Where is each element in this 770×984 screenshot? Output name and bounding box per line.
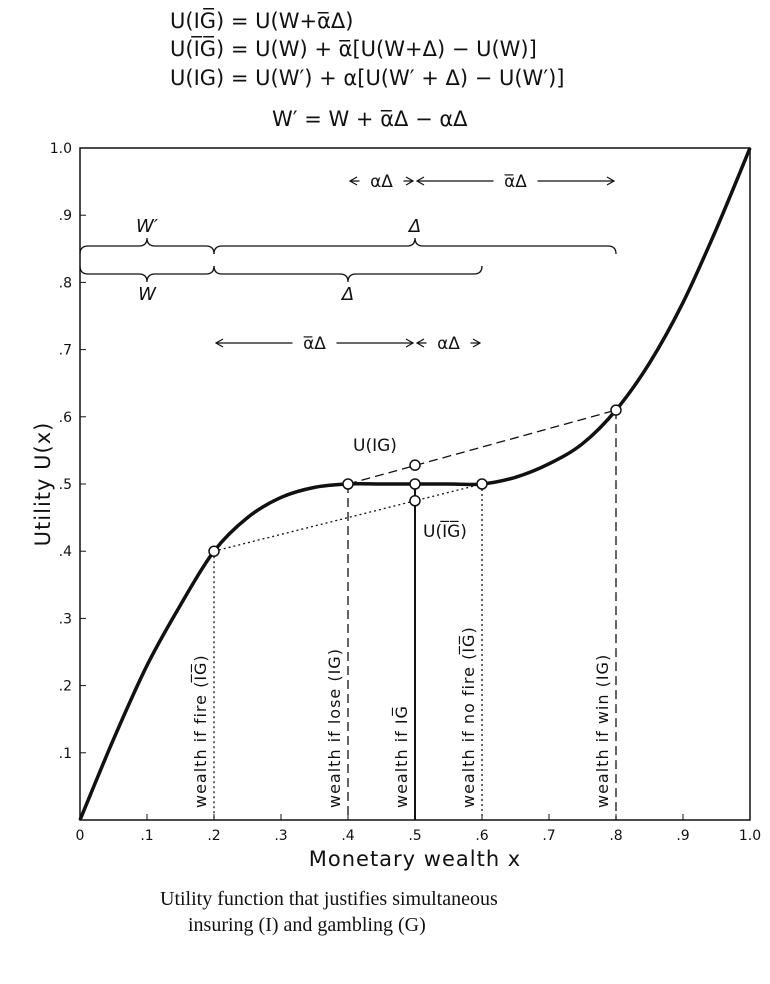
- vertical-line-label: wealth if IG̅: [392, 705, 411, 808]
- arrowhead: [214, 338, 224, 348]
- y-tick-label: .8: [59, 275, 72, 291]
- caption-line-1: Utility function that justifies simultan…: [160, 888, 498, 910]
- span-label-bg: [292, 332, 337, 352]
- span-label: αΔ: [370, 172, 393, 192]
- chord-line: [347, 409, 617, 485]
- y-tick-label: .6: [59, 410, 72, 426]
- span-brace: [213, 237, 617, 255]
- y-tick-label: .1: [59, 746, 72, 762]
- data-point: [409, 459, 421, 471]
- span-label-bg: [426, 332, 471, 352]
- y-tick-label: .4: [59, 544, 72, 560]
- span-label: αΔ: [437, 334, 460, 354]
- point-label: U(IG): [353, 436, 397, 456]
- vertical-line-label: wealth if win (IG): [593, 654, 612, 808]
- vertical-line-label: wealth if fire (I̅G̅): [191, 654, 210, 808]
- arrowhead: [405, 176, 415, 186]
- arrowhead: [606, 176, 616, 186]
- x-tick-label: .7: [542, 828, 555, 844]
- span-label: Δ: [340, 284, 354, 305]
- span-label-bg: [359, 170, 404, 190]
- span-label: α̅Δ: [303, 334, 326, 354]
- equations-block: U(IG̅) = U(W+α̅Δ)U(I̅G̅) = U(W) + α̅[U(W…: [170, 7, 564, 131]
- span-label-bg: [493, 170, 538, 190]
- y-tick-label: 1.0: [50, 141, 72, 157]
- arrowhead: [472, 338, 482, 348]
- arrowhead: [415, 176, 425, 186]
- utility-chart: U(IG̅) = U(W+α̅Δ)U(I̅G̅) = U(W) + α̅[U(W…: [31, 7, 761, 871]
- equation-2: U(I̅G̅) = U(W) + α̅[U(W+Δ) − U(W)]: [170, 35, 537, 61]
- vertical-line-label: wealth if lose (IG): [325, 648, 344, 808]
- equation-3: U(IG) = U(W′) + α[U(W′ + Δ) − U(W′)]: [170, 66, 564, 90]
- x-tick-label: .9: [676, 828, 689, 844]
- data-point: [476, 478, 488, 490]
- y-axis-label: Utility U(x): [31, 422, 55, 547]
- data-point: [610, 404, 622, 416]
- data-point: [208, 545, 220, 557]
- y-tick-label: .9: [59, 208, 72, 224]
- x-axis-label: Monetary wealth x: [309, 847, 521, 871]
- point-label: U(I̅G̅): [423, 520, 467, 542]
- equation-1: U(IG̅) = U(W+α̅Δ): [170, 7, 354, 33]
- span-brace: [79, 237, 215, 255]
- x-tick-label: 1.0: [739, 828, 761, 844]
- y-tick-label: .5: [59, 477, 72, 493]
- plot-area: 0 .1 .2 .3 .4 .5 .6 .7 .8 .9 1.0 .1 .2 .3 .4 .5 .6 .7 .8 .9…: [31, 141, 761, 871]
- data-point: [342, 478, 354, 490]
- span-label: Δ: [407, 216, 421, 237]
- span-label: W′: [136, 216, 158, 237]
- arrowhead: [415, 338, 425, 348]
- span-brace: [79, 265, 215, 283]
- caption-line-2: insuring (I) and gambling (G): [188, 914, 426, 936]
- vertical-line-label: wealth if no fire (I̅G̅): [459, 626, 478, 808]
- x-tick-label: .6: [475, 828, 488, 844]
- x-tick-label: .8: [609, 828, 622, 844]
- x-tick-label: 0: [76, 828, 85, 844]
- span-brace: [213, 265, 483, 283]
- y-tick-label: .2: [59, 679, 72, 695]
- arrowhead: [405, 338, 415, 348]
- span-annotations: αΔ α̅Δ W′ Δ W Δα̅Δ αΔ: [79, 170, 617, 354]
- x-tick-label: .3: [274, 828, 287, 844]
- span-label: α̅Δ: [504, 172, 527, 192]
- span-label: W: [138, 284, 157, 305]
- figure-caption: Utility function that justifies simultan…: [160, 886, 640, 938]
- chord-line: [213, 483, 483, 552]
- arrowhead: [348, 176, 358, 186]
- x-tick-label: .5: [408, 828, 421, 844]
- y-tick-label: .3: [59, 611, 72, 627]
- equation-4: W′ = W + α̅Δ − αΔ: [272, 107, 468, 131]
- data-point: [409, 495, 421, 507]
- y-tick-label: .7: [59, 343, 72, 359]
- x-tick-label: .2: [207, 828, 220, 844]
- x-tick-label: .4: [341, 828, 354, 844]
- data-point: [409, 478, 421, 490]
- x-tick-label: .1: [140, 828, 153, 844]
